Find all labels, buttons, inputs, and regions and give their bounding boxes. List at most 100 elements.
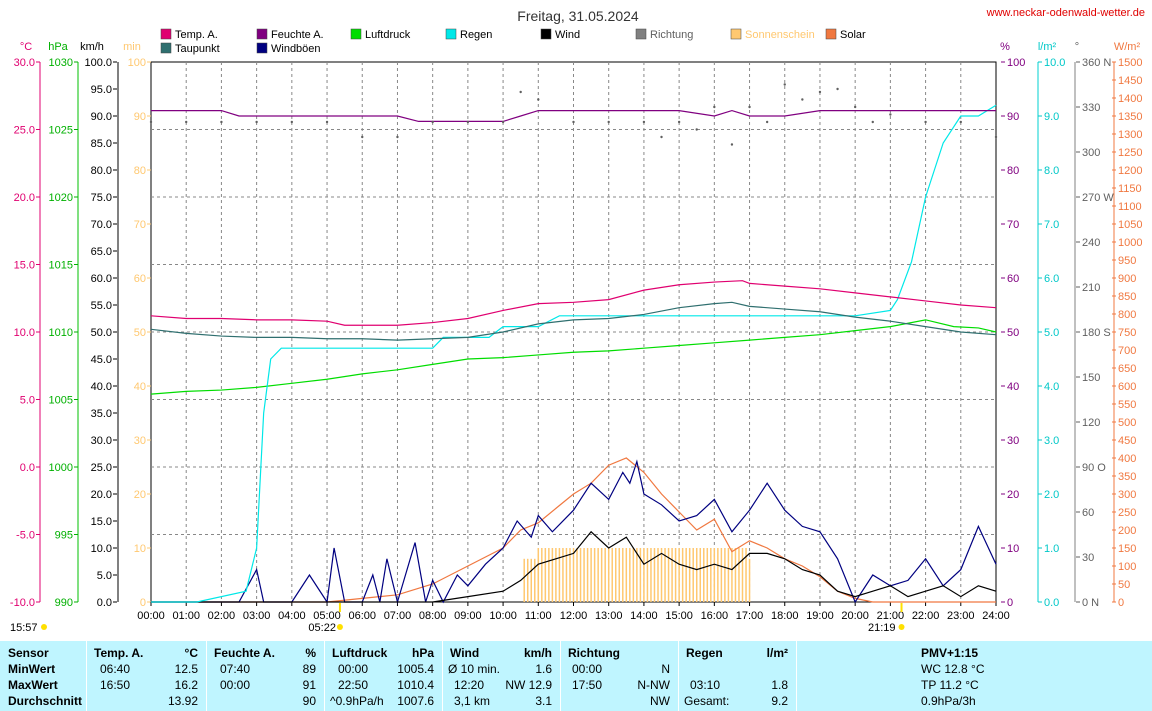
solar-unit-label: W/m² <box>1114 41 1141 53</box>
time-tick-label: 17:00 <box>736 610 764 622</box>
pressure-tick-label: 1030 <box>49 57 73 69</box>
temp-tick-label: 20.0 <box>14 192 35 204</box>
direction-tick-label: 90 O <box>1082 462 1106 474</box>
rain-max-value: 1.8 <box>771 678 788 692</box>
sunrise-time-label: 05:22 <box>308 622 336 634</box>
temp-max-time: 16:50 <box>100 678 131 692</box>
direction-point <box>959 120 962 124</box>
solar-tick-label: 700 <box>1118 345 1136 357</box>
direction-point <box>537 98 540 101</box>
solar-tick-label: 800 <box>1118 309 1136 321</box>
rain-unit-label: l/m² <box>1038 41 1057 53</box>
direction-point <box>836 87 839 91</box>
solar-tick-label: 100 <box>1118 561 1136 573</box>
direction-tick-label: 360 N <box>1082 57 1111 69</box>
solar-tick-label: 550 <box>1118 399 1136 411</box>
temp-tick-label: 30.0 <box>14 57 35 69</box>
wind-tick-label: 0.0 <box>97 597 112 609</box>
direction-point <box>220 120 223 124</box>
time-tick-label: 09:00 <box>454 610 482 622</box>
direction-point <box>255 120 258 124</box>
humidity-tick-label: 60 <box>1007 273 1019 285</box>
pressure-tick-label: 1015 <box>49 260 73 272</box>
stats-avg-label: Durchschnitt <box>8 694 83 708</box>
legend-swatch <box>160 28 172 40</box>
temp-min-value: 12.5 <box>174 662 198 676</box>
sun-tick-label: 20 <box>134 489 146 501</box>
rain-tick-label: 1.0 <box>1044 543 1059 555</box>
wind-tick-label: 85.0 <box>91 138 112 150</box>
humidity-tick-label: 10 <box>1007 543 1019 555</box>
rain-unit: l/m² <box>766 646 788 660</box>
time-tick-label: 06:00 <box>348 610 376 622</box>
temp-unit-label: °C <box>20 41 32 53</box>
direction-point <box>730 143 734 146</box>
wind-tick-label: 50.0 <box>91 327 112 339</box>
time-tick-label: 00:00 <box>137 610 165 622</box>
sun-tick-label: 60 <box>134 273 146 285</box>
rain-tick-label: 0.0 <box>1044 597 1059 609</box>
solar-tick-label: 50 <box>1118 579 1130 591</box>
wind-avg-value: 3.1 <box>535 694 552 708</box>
time-tick-label: 14:00 <box>630 610 658 622</box>
sun-tick-label: 80 <box>134 165 146 177</box>
solar-tick-label: 1400 <box>1118 93 1142 105</box>
rain-header: Regen <box>686 646 723 660</box>
legend-label: Feuchte A. <box>271 29 324 41</box>
wind-tick-label: 20.0 <box>91 489 112 501</box>
solar-tick-label: 0 <box>1118 597 1124 609</box>
direction-point <box>607 120 610 124</box>
wind-min-value: 1.6 <box>535 662 552 676</box>
humidity-unit-label: % <box>1000 41 1010 53</box>
wind-tick-label: 5.0 <box>97 570 112 582</box>
solar-tick-label: 900 <box>1118 273 1136 285</box>
legend-swatch <box>256 28 268 40</box>
legend-swatch <box>350 28 362 40</box>
temp-tick-label: 5.0 <box>20 395 35 407</box>
sun-tick-label: 0 <box>140 597 146 609</box>
wind-tick-label: 60.0 <box>91 273 112 285</box>
direction-point <box>818 90 822 94</box>
direction-point <box>325 120 329 124</box>
direction-point <box>713 105 716 109</box>
pmv-windchill: WC 12.8 °C <box>921 662 985 676</box>
time-tick-label: 01:00 <box>172 610 200 622</box>
direction-tick-label: 180 S <box>1082 327 1111 339</box>
solar-tick-label: 750 <box>1118 327 1136 339</box>
rain-total-value: 9.2 <box>771 694 788 708</box>
humidity-max-value: 91 <box>302 678 316 692</box>
series-solar <box>151 457 996 603</box>
humidity-tick-label: 100 <box>1007 57 1025 69</box>
legend: Temp. A. Feuchte A. Luftdruck Regen Wind Rich… <box>160 28 866 55</box>
humidity-min-time: 07:40 <box>220 662 251 676</box>
humidity-tick-label: 80 <box>1007 165 1019 177</box>
direction-point <box>801 98 804 101</box>
sun-tick-label: 70 <box>134 219 146 231</box>
temp-avg-value: 13.92 <box>167 694 198 708</box>
wind-tick-label: 35.0 <box>91 408 112 420</box>
rain-tick-label: 6.0 <box>1044 273 1059 285</box>
temp-tick-label: 15.0 <box>14 260 35 272</box>
stats-col-direction: Richtung 00:00 N 17:50 N-NW NW <box>560 641 678 711</box>
legend-label: Taupunkt <box>175 43 220 55</box>
sun-tick-label: 100 <box>128 57 146 69</box>
solar-tick-label: 400 <box>1118 453 1136 465</box>
plot-area: 30.025.020.015.010.05.00.0-5.0-10.010301… <box>10 41 1143 634</box>
direction-header: Richtung <box>568 646 620 660</box>
direction-max-value: N-NW <box>637 678 670 692</box>
pressure-tick-label: 1020 <box>49 192 73 204</box>
direction-tick-label: 120 <box>1082 417 1100 429</box>
direction-point <box>994 135 998 139</box>
legend-swatch <box>256 42 268 54</box>
wind-tick-label: 15.0 <box>91 516 112 528</box>
site-url[interactable]: www.neckar-odenwald-wetter.de <box>986 7 1145 19</box>
humidity-tick-label: 90 <box>1007 111 1019 123</box>
direction-point <box>677 120 681 124</box>
direction-tick-label: 270 W <box>1082 192 1114 204</box>
solar-tick-label: 950 <box>1118 255 1136 267</box>
direction-point <box>765 120 769 124</box>
statistics-panel: Sensor MinWert MaxWert Durchschnitt Temp… <box>0 641 1152 711</box>
direction-point <box>185 120 188 124</box>
stats-col-wind: Wind km/h Ø 10 min. 1.6 12:20 NW 12.9 3,… <box>442 641 560 711</box>
direction-point <box>396 135 399 139</box>
